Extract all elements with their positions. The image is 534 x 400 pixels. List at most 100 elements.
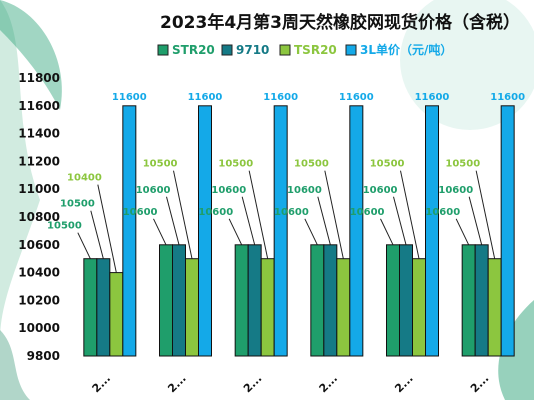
bar xyxy=(260,258,275,357)
bar xyxy=(159,244,173,357)
y-tick-label: 10800 xyxy=(18,210,60,224)
leader-line xyxy=(475,170,496,259)
data-label: 10600 xyxy=(198,207,233,218)
bar xyxy=(198,105,212,357)
y-tick-label: 11400 xyxy=(18,127,60,141)
bar xyxy=(425,105,439,357)
x-tick-label: 2... xyxy=(90,372,113,395)
data-label: 10500 xyxy=(143,159,178,170)
leader-line xyxy=(324,170,344,259)
data-label: 10600 xyxy=(136,185,171,196)
y-axis: 9800 10000 10200 10400 10600 10800 11000 11200 1… xyxy=(18,71,60,363)
data-label: 10600 xyxy=(274,207,309,218)
x-axis: 2... 2... 2... 2... 2... 2... xyxy=(90,372,492,395)
data-label: 11600 xyxy=(263,92,298,103)
bar xyxy=(83,258,98,357)
bar xyxy=(185,258,199,357)
leader-line xyxy=(153,218,167,246)
bar xyxy=(247,244,262,357)
bar xyxy=(273,105,288,357)
bar xyxy=(109,272,124,357)
leader-line xyxy=(304,218,318,246)
data-label: 11600 xyxy=(490,92,525,103)
leaf-decoration-right xyxy=(498,300,534,400)
leader-line xyxy=(173,170,193,259)
y-tick-label: 10400 xyxy=(18,266,60,280)
y-tick-label: 11800 xyxy=(18,71,60,85)
bar xyxy=(399,244,413,357)
leaf-decoration-left xyxy=(0,0,40,340)
legend-label: 9710 xyxy=(236,43,269,57)
leader-line xyxy=(400,170,420,259)
data-label: 10500 xyxy=(60,199,95,210)
y-tick-label: 11200 xyxy=(18,154,60,168)
chart-title: 2023年4月第3周天然橡胶网现货价格（含税） xyxy=(160,12,520,33)
data-label: 11600 xyxy=(339,92,374,103)
leader-line xyxy=(228,218,243,246)
data-label: 10600 xyxy=(287,185,322,196)
bar xyxy=(336,258,351,357)
data-label: 10600 xyxy=(211,185,246,196)
leader-line xyxy=(380,218,394,246)
bar xyxy=(323,244,338,357)
data-label: 10500 xyxy=(445,159,480,170)
data-label: 10400 xyxy=(67,173,102,184)
bar xyxy=(310,244,325,357)
bar xyxy=(412,258,426,357)
y-tick-label: 11600 xyxy=(18,99,60,113)
leaf-decoration-top xyxy=(0,0,62,110)
data-label: 11600 xyxy=(112,92,147,103)
legend-swatch xyxy=(157,44,169,56)
legend-swatch xyxy=(279,44,291,56)
x-tick-label: 2... xyxy=(165,372,188,395)
legend: STR20 9710 TSR20 3L单价（元/吨） xyxy=(157,42,452,57)
bars xyxy=(83,105,515,357)
y-tick-label: 11000 xyxy=(18,182,60,196)
data-label: 10600 xyxy=(425,207,460,218)
data-label: 10500 xyxy=(370,159,405,170)
bubble-decoration xyxy=(400,0,534,130)
data-label: 11600 xyxy=(415,92,450,103)
data-label: 10600 xyxy=(438,185,473,196)
leader-line xyxy=(317,196,331,245)
legend-label: 3L单价（元/吨） xyxy=(360,42,452,57)
leader-line xyxy=(468,196,483,245)
x-tick-label: 2... xyxy=(317,372,340,395)
data-label: 10500 xyxy=(294,159,329,170)
bar xyxy=(487,258,502,357)
y-tick-label: 10000 xyxy=(18,321,60,335)
leaf-decoration-bottom xyxy=(0,330,30,400)
legend-label: TSR20 xyxy=(294,43,337,57)
bar xyxy=(474,244,489,357)
bar xyxy=(349,105,364,357)
data-label: 10500 xyxy=(218,159,253,170)
leader-line xyxy=(90,210,104,259)
x-tick-label: 2... xyxy=(392,372,415,395)
data-label: 10600 xyxy=(363,185,398,196)
bar xyxy=(500,105,515,357)
leader-line xyxy=(166,196,180,245)
bar xyxy=(122,105,137,357)
bar xyxy=(234,244,249,357)
data-label: 11600 xyxy=(188,92,223,103)
bar xyxy=(96,258,111,357)
leader-line xyxy=(248,170,269,259)
leader-line xyxy=(393,196,407,245)
leader-line xyxy=(455,218,470,246)
x-tick-label: 2... xyxy=(468,372,491,395)
data-label: 10600 xyxy=(350,207,385,218)
y-tick-label: 10200 xyxy=(18,293,60,307)
data-labels: 10500 10500 10400 11600 10600 10600 10500 11600… xyxy=(47,92,525,273)
x-tick-label: 2... xyxy=(241,372,264,395)
legend-label: STR20 xyxy=(172,43,215,57)
data-label: 10600 xyxy=(123,207,158,218)
leader-line xyxy=(77,232,91,259)
leader-line xyxy=(97,184,117,273)
bar xyxy=(461,244,476,357)
legend-swatch xyxy=(345,44,357,56)
legend-swatch xyxy=(221,44,233,56)
leader-line xyxy=(241,196,256,245)
bar xyxy=(386,244,400,357)
